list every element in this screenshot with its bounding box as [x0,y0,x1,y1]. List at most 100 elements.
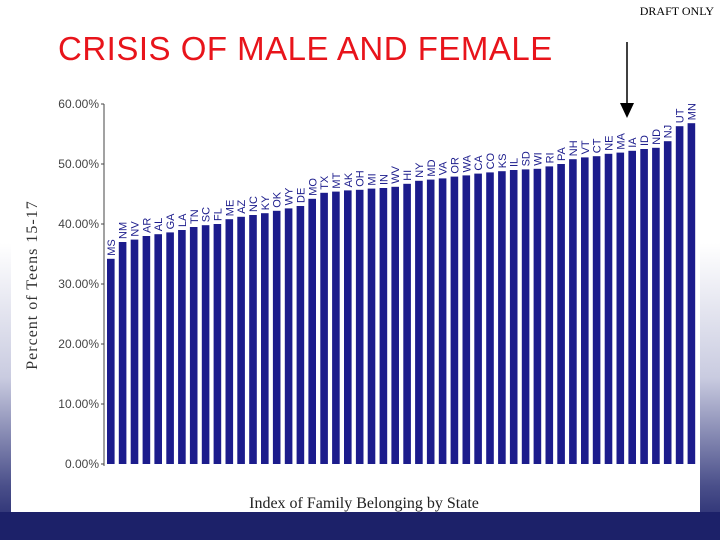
category-label: MA [615,132,627,149]
bar-co [486,172,494,464]
y-tick-label: 20.00% [58,337,99,351]
bar-wv [391,186,399,465]
bar-az [237,216,245,464]
category-label: AL [153,218,165,231]
category-label: VT [580,140,592,154]
bars-group [107,123,696,465]
category-label: IN [378,174,390,185]
category-label: KY [260,195,272,210]
category-label: AK [343,172,355,187]
bar-id [640,149,648,464]
category-label: NE [604,136,616,151]
annotation-arrow [620,42,634,118]
bar-nv [130,239,139,464]
category-label: NH [568,140,580,156]
y-tick-label: 10.00% [58,397,99,411]
arrow-head-icon [620,103,634,118]
bar-sc [201,225,210,464]
category-label: MN [686,103,698,120]
y-axis-label: Percent of Teens 15-17 [24,200,41,369]
category-label: LA [177,213,189,227]
category-label: ME [224,200,236,217]
bar-ga [166,232,174,464]
category-label: UT [675,108,687,123]
category-label: CA [473,155,485,171]
bar-ma [616,152,625,464]
bar-ne [604,153,613,465]
bar-de [296,206,305,464]
bar-me [225,219,234,464]
category-label: SD [521,151,533,166]
category-label: NY [414,162,426,178]
bar-al [154,234,162,464]
bar-ak [344,190,352,464]
bar-fl [213,224,222,464]
bar-ar [142,236,151,464]
category-label: TX [319,175,331,190]
y-tick-label: 30.00% [58,277,99,291]
bar-ks [498,171,506,464]
category-label: NC [248,196,260,212]
category-label: HI [402,170,414,181]
category-label: TN [189,209,201,224]
y-tick-label: 40.00% [58,217,99,231]
bar-nh [569,159,577,464]
category-label: IA [627,137,639,148]
bar-nj [663,141,672,464]
y-tick-label: 60.00% [58,97,99,111]
bar-pa [557,164,565,464]
bar-wa [462,175,471,464]
bar-ny [415,180,423,465]
category-label: VA [438,161,450,176]
bar-oh [355,189,364,465]
bar-mo [308,198,316,465]
bar-il [509,170,518,464]
bar-tx [320,192,328,465]
category-label: KS [497,154,509,169]
bar-sd [521,169,530,464]
y-tick-label: 50.00% [58,157,99,171]
category-label: MI [367,173,379,185]
category-label: SC [201,207,213,222]
draft-label: DRAFT ONLY [639,4,714,18]
bar-ut [675,126,684,464]
bar-ia [628,150,636,465]
category-label: NV [130,221,142,237]
category-label: FL [212,208,224,221]
bar-in [379,188,388,464]
bar-hi [403,183,411,465]
category-label: NM [118,222,130,239]
bar-or [450,176,459,464]
y-tick-label: 0.00% [65,457,99,471]
category-label: MD [426,159,438,176]
category-label: IL [509,158,521,167]
bar-ky [261,213,269,464]
category-label: CO [485,152,497,169]
bar-ok [272,210,281,464]
bar-md [426,179,435,464]
category-label: MT [331,172,343,188]
bar-nd [652,147,660,465]
bar-ms [107,258,115,464]
category-label: WI [532,152,544,165]
category-label: PA [556,146,568,161]
bar-ri [545,166,554,464]
slide-title: CRISIS OF MALE AND FEMALE [58,30,553,67]
category-label: OK [272,191,284,208]
bar-ct [592,156,601,464]
y-tick-labels: 0.00% 10.00% 20.00% 30.00% 40.00% 50.00% 60.00… [58,97,104,471]
category-label: MO [307,178,319,196]
bar-nc [249,215,257,464]
category-label: ND [651,129,663,145]
category-label: MS [106,239,118,256]
bar-nm [118,242,127,464]
bar-mt [332,191,340,464]
category-label: AZ [236,199,248,213]
category-label: NJ [663,125,675,138]
category-label: RI [544,152,556,163]
category-label: GA [165,213,177,230]
bar-mn [687,123,696,464]
category-label: WA [461,154,473,172]
